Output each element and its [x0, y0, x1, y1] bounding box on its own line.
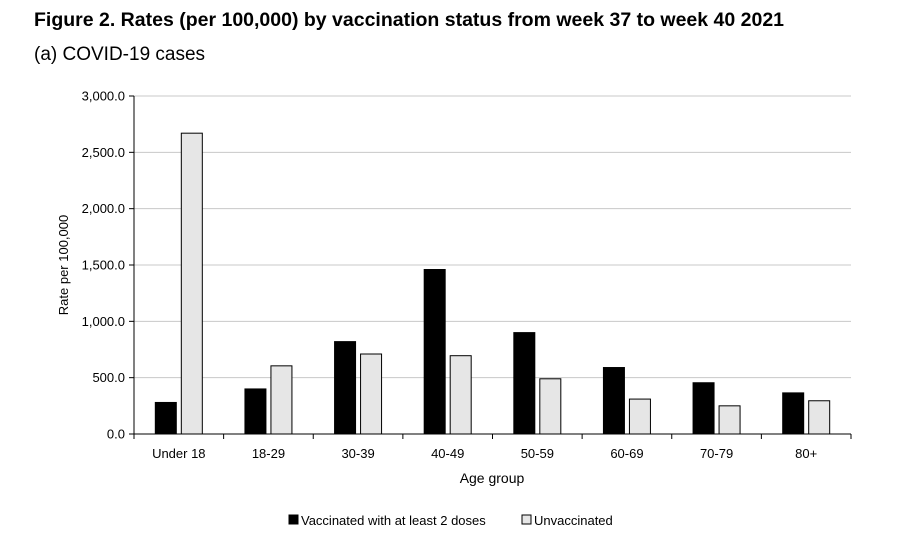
x-tick-label: 30-39: [341, 446, 374, 461]
bar-vaccinated: [692, 382, 715, 435]
x-axis-label: Age group: [460, 470, 525, 486]
bar-unvaccinated: [449, 355, 472, 435]
y-axis-ticks: 0.0 500.0 1,000.0 1,500.0 2,000.0 2,500.0 3,00…: [82, 89, 134, 442]
x-axis-ticks: Under 18 18-29 30-39 40-49 50-59 60-69 70-79 80…: [133, 434, 852, 461]
y-tick-label: 3,000.0: [82, 89, 125, 104]
bar-vaccinated: [782, 392, 805, 435]
x-tick-label: 18-29: [252, 446, 285, 461]
bar-vaccinated: [602, 367, 625, 435]
x-tick-label: Under 18: [152, 446, 205, 461]
y-tick-label: 0.0: [107, 427, 125, 442]
x-tick-label: 40-49: [431, 446, 464, 461]
bar-vaccinated: [513, 332, 536, 435]
bar-unvaccinated: [539, 378, 562, 435]
y-tick-label: 500.0: [92, 370, 125, 385]
bar-vaccinated: [334, 341, 357, 435]
bar-vaccinated: [154, 401, 177, 435]
bar-unvaccinated: [718, 405, 741, 435]
bar-unvaccinated: [180, 132, 203, 435]
x-tick-label: 70-79: [700, 446, 733, 461]
figure-title: Figure 2. Rates (per 100,000) by vaccina…: [34, 9, 785, 31]
y-tick-label: 1,500.0: [82, 258, 125, 273]
legend: Vaccinated with at least 2 doses Unvaccin…: [288, 513, 613, 528]
legend-label: Unvaccinated: [534, 513, 613, 528]
bar-unvaccinated: [270, 365, 293, 435]
y-tick-label: 2,000.0: [82, 201, 125, 216]
chart-subtitle: (a) COVID-19 cases: [34, 44, 206, 65]
x-tick-label: 60-69: [610, 446, 643, 461]
y-tick-label: 2,500.0: [82, 145, 125, 160]
bars: [154, 132, 831, 435]
y-tick-label: 1,000.0: [82, 314, 125, 329]
bar-unvaccinated: [808, 400, 831, 435]
x-tick-label: 50-59: [521, 446, 554, 461]
x-tick-label: 80+: [795, 446, 817, 461]
bar-unvaccinated: [360, 353, 383, 435]
legend-swatch: [288, 514, 299, 525]
gridlines: [134, 95, 851, 379]
bar-unvaccinated: [628, 398, 651, 435]
bar-vaccinated: [244, 388, 267, 435]
legend-swatch: [521, 514, 532, 525]
legend-label: Vaccinated with at least 2 doses: [301, 513, 486, 528]
y-axis-label: Rate per 100,000: [56, 215, 71, 315]
bar-vaccinated: [423, 269, 446, 435]
